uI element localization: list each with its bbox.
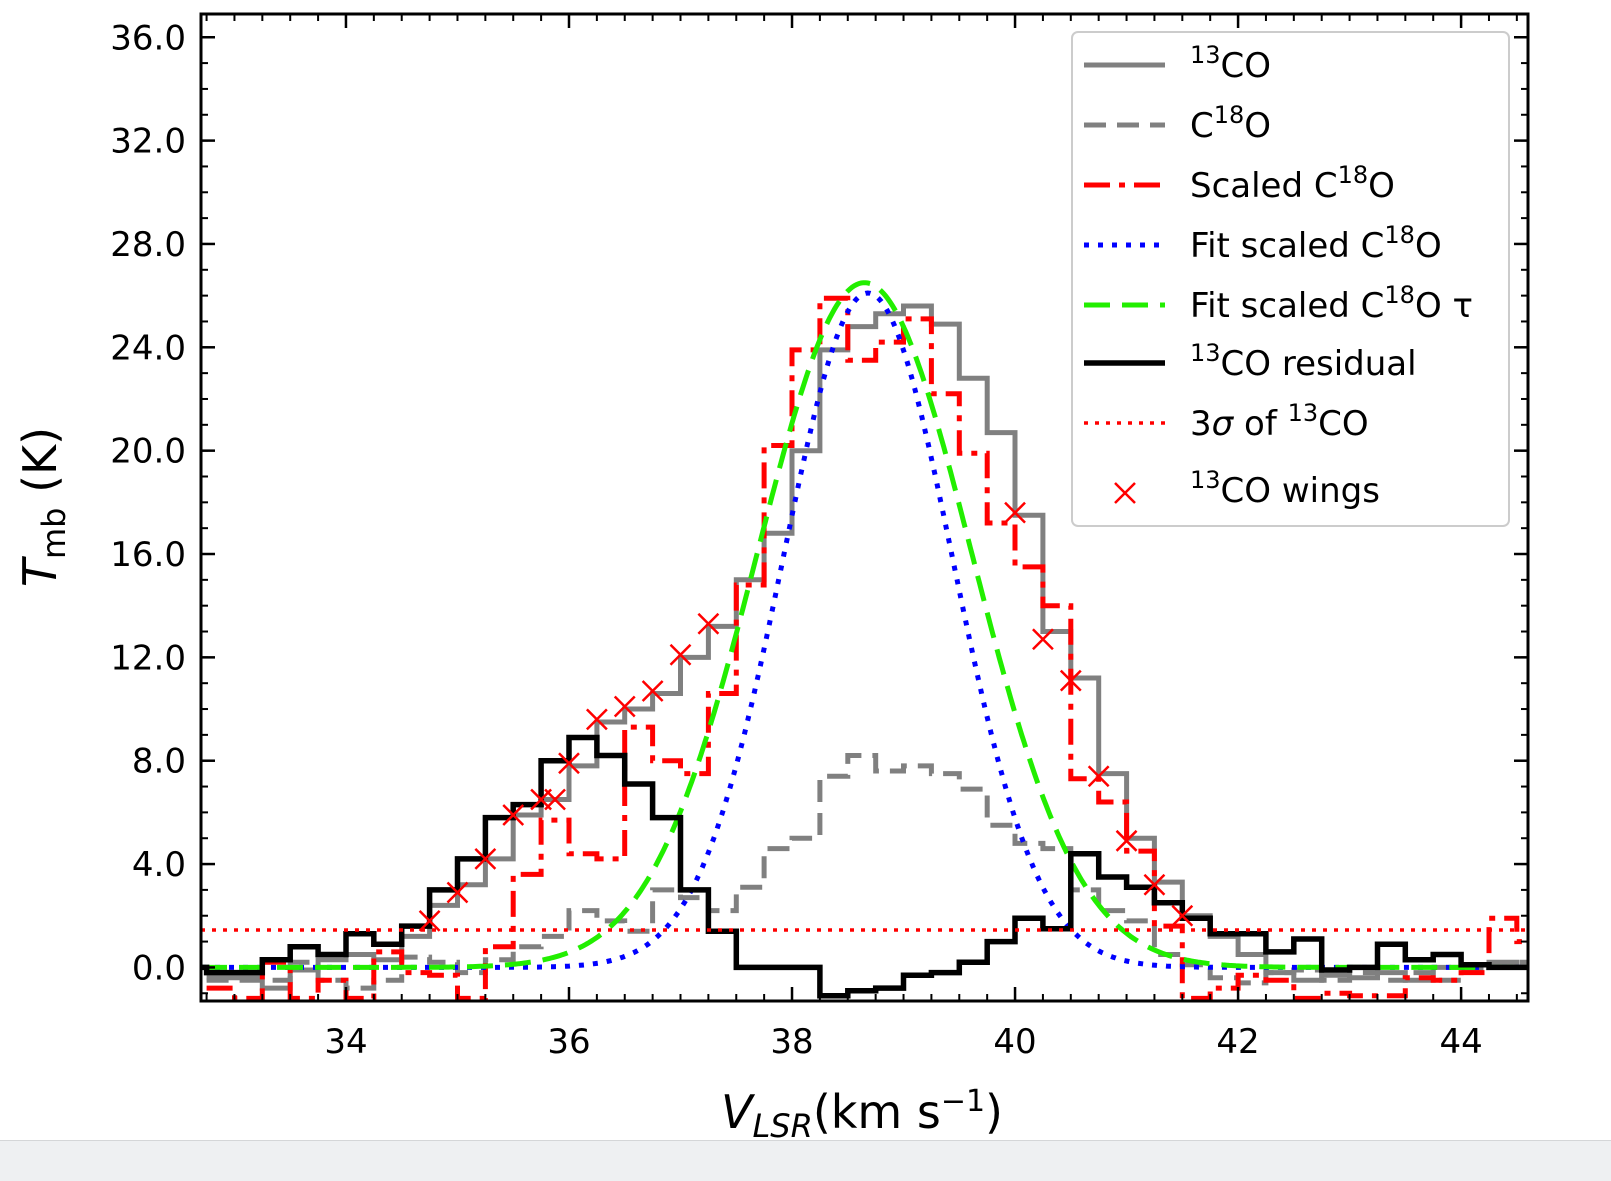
series-layer (201, 280, 1528, 1001)
legend-item-fit_tau: Fit scaled C18O τ (1084, 281, 1473, 326)
wing-point (1171, 904, 1194, 927)
wing-point (474, 848, 497, 870)
series-residual-line (201, 734, 1528, 999)
legend-label: 13CO (1190, 41, 1271, 86)
x-tick-label: 44 (1439, 1022, 1482, 1062)
legend-item-c18o: C18O (1084, 101, 1271, 146)
y-tick-label: 28.0 (110, 225, 186, 265)
wing-point (1004, 501, 1026, 524)
legend-label: 13CO residual (1190, 339, 1417, 384)
series-c18o-line (206, 753, 1528, 991)
y-axis-title: Tmb (K) (13, 427, 73, 587)
legend-swatch (1114, 482, 1136, 504)
legend-item-scaled: Scaled C18O (1084, 161, 1395, 206)
line-chart: 34 36 38 40 42 44 0.0 4.0 8.0 12.0 16.0 20.0 24.0 28.… (13, 12, 1530, 1145)
wing-point (1115, 829, 1138, 852)
y-tick-label: 0.0 (132, 948, 186, 988)
x-tick-label: 40 (993, 1022, 1036, 1062)
legend-item-co13: 13CO (1084, 41, 1271, 86)
x-tick-label: 38 (770, 1022, 813, 1062)
wing-point (502, 804, 525, 826)
wing-point (613, 695, 636, 718)
window-bottom-strip (0, 1140, 1611, 1181)
y-tick-label: 12.0 (110, 638, 186, 678)
series-fit-tau-line (201, 280, 1528, 970)
y-tick-label: 32.0 (110, 122, 186, 162)
y-tick-label: 36.0 (110, 18, 186, 58)
wing-point (544, 788, 566, 811)
wing-point (1032, 628, 1054, 651)
wing-point (418, 910, 441, 932)
y-tick-label: 8.0 (132, 742, 186, 782)
wing-point (669, 643, 692, 666)
wing-point (641, 680, 664, 702)
legend-item-sigma3: 3σ of 13CO (1084, 399, 1369, 444)
wing-point (585, 708, 608, 731)
legend-box (1071, 31, 1510, 527)
wing-point (697, 612, 720, 635)
legend-item-residual: 13CO residual (1084, 339, 1417, 384)
legend: 13CO C18O Scaled C18O Fit scaled C18O Fit sc… (1071, 31, 1510, 527)
legend-label: Fit scaled C18O (1190, 221, 1442, 266)
wing-point (558, 752, 580, 775)
legend-label: C18O (1190, 101, 1271, 146)
legend-label: Fit scaled C18O τ (1190, 281, 1473, 326)
y-tick-label: 4.0 (132, 845, 186, 885)
y-tick-label: 20.0 (110, 432, 186, 472)
wing-point (1143, 873, 1166, 896)
wing-point (1087, 765, 1110, 788)
legend-item-fit: Fit scaled C18O (1084, 221, 1442, 266)
x-tick-label: 34 (324, 1022, 367, 1062)
x-axis-title: VLSR(km s−1) (721, 1084, 1003, 1140)
plot-frame (199, 12, 1530, 1003)
x-tick-label: 42 (1216, 1022, 1259, 1062)
x-tick-label: 36 (547, 1022, 590, 1062)
ticks-layer: 34 36 38 40 42 44 0.0 4.0 8.0 12.0 16.0 20.0 24.0 28.… (110, 14, 1528, 1062)
wing-point (1059, 669, 1082, 692)
y-tick-label: 24.0 (110, 328, 186, 368)
legend-label: 3σ of 13CO (1190, 399, 1369, 444)
y-tick-label: 16.0 (110, 535, 186, 575)
legend-label: 13CO wings (1190, 466, 1380, 511)
wing-point (446, 881, 469, 904)
legend-label: Scaled C18O (1190, 161, 1395, 206)
legend-item-wings: 13CO wings (1114, 466, 1380, 511)
series-13co-line (206, 303, 1528, 991)
series-scaled-c18o-line (206, 295, 1528, 1001)
